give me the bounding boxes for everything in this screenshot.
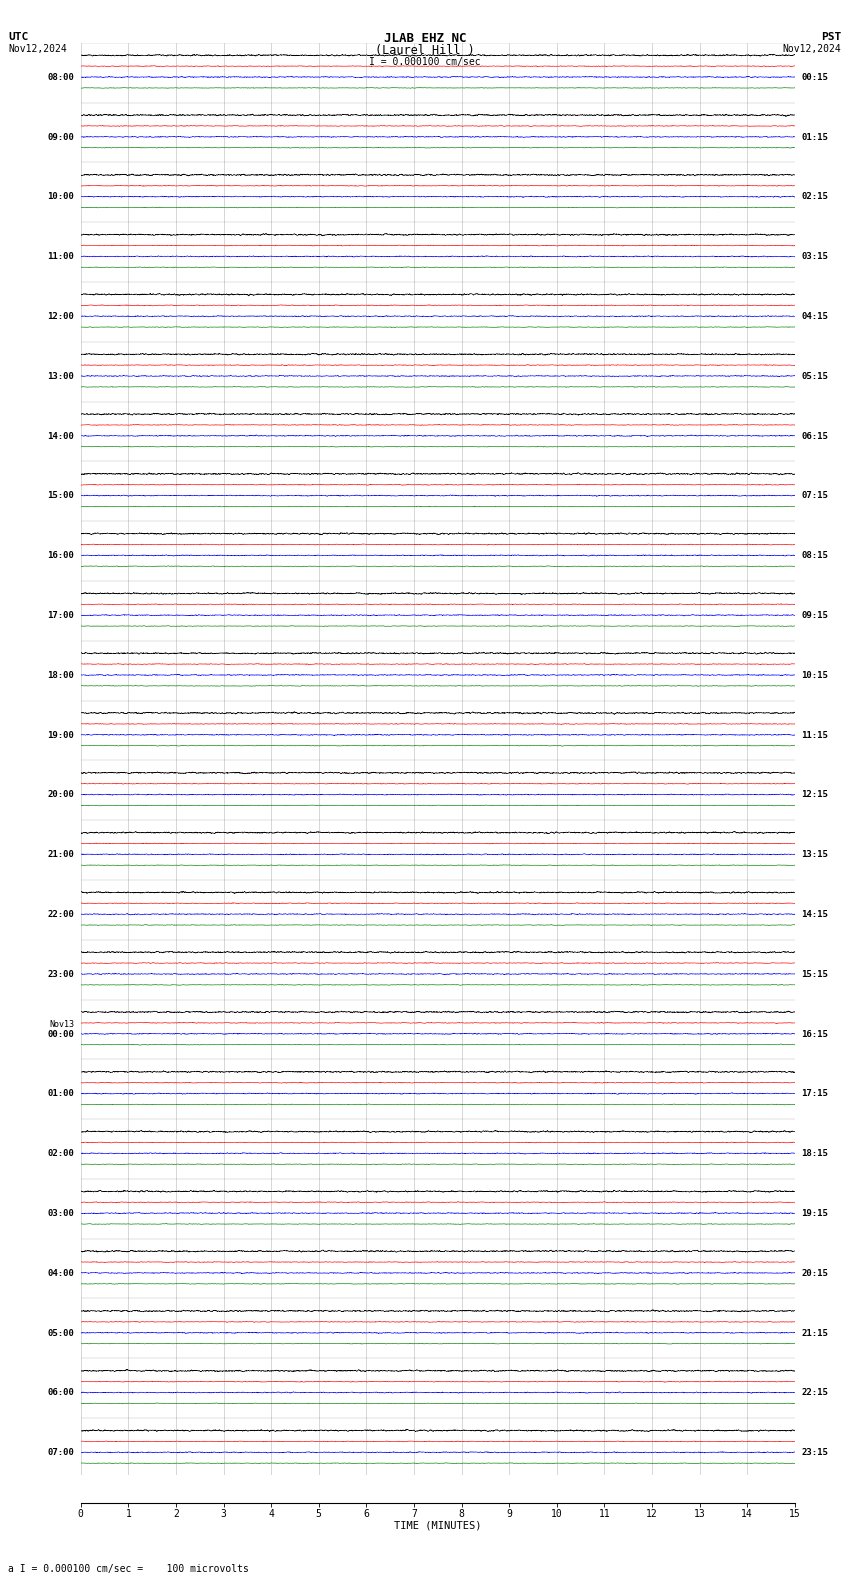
- Text: 13:15: 13:15: [802, 851, 829, 859]
- Text: 02:00: 02:00: [47, 1150, 74, 1158]
- Text: 05:00: 05:00: [47, 1329, 74, 1337]
- Text: 14:00: 14:00: [47, 431, 74, 440]
- Text: 11:00: 11:00: [47, 252, 74, 261]
- Text: 18:00: 18:00: [47, 672, 74, 680]
- Text: 22:15: 22:15: [802, 1388, 829, 1397]
- Text: Nov13: Nov13: [49, 1020, 74, 1030]
- Text: 21:00: 21:00: [47, 851, 74, 859]
- X-axis label: TIME (MINUTES): TIME (MINUTES): [394, 1521, 481, 1530]
- Text: 23:00: 23:00: [47, 969, 74, 979]
- Text: 19:15: 19:15: [802, 1209, 829, 1218]
- Text: 04:00: 04:00: [47, 1269, 74, 1278]
- Text: 22:00: 22:00: [47, 909, 74, 919]
- Text: 13:00: 13:00: [47, 372, 74, 380]
- Text: Nov12,2024: Nov12,2024: [8, 44, 67, 54]
- Text: 15:00: 15:00: [47, 491, 74, 501]
- Text: 16:15: 16:15: [802, 1030, 829, 1039]
- Text: 01:00: 01:00: [47, 1090, 74, 1098]
- Text: 08:15: 08:15: [802, 551, 829, 561]
- Text: 20:15: 20:15: [802, 1269, 829, 1278]
- Text: UTC: UTC: [8, 32, 29, 41]
- Text: 21:15: 21:15: [802, 1329, 829, 1337]
- Text: 05:15: 05:15: [802, 372, 829, 380]
- Text: 18:15: 18:15: [802, 1150, 829, 1158]
- Text: (Laurel Hill ): (Laurel Hill ): [375, 44, 475, 57]
- Text: 06:00: 06:00: [47, 1388, 74, 1397]
- Text: JLAB EHZ NC: JLAB EHZ NC: [383, 32, 467, 44]
- Text: 12:00: 12:00: [47, 312, 74, 322]
- Text: 00:15: 00:15: [802, 73, 829, 82]
- Text: 11:15: 11:15: [802, 730, 829, 740]
- Text: 07:00: 07:00: [47, 1448, 74, 1457]
- Text: 07:15: 07:15: [802, 491, 829, 501]
- Text: 19:00: 19:00: [47, 730, 74, 740]
- Text: Nov12,2024: Nov12,2024: [783, 44, 842, 54]
- Text: 08:00: 08:00: [47, 73, 74, 82]
- Text: 09:00: 09:00: [47, 133, 74, 141]
- Text: 17:15: 17:15: [802, 1090, 829, 1098]
- Text: 02:15: 02:15: [802, 193, 829, 201]
- Text: 17:00: 17:00: [47, 611, 74, 619]
- Text: PST: PST: [821, 32, 842, 41]
- Text: 16:00: 16:00: [47, 551, 74, 561]
- Text: 10:00: 10:00: [47, 193, 74, 201]
- Text: 06:15: 06:15: [802, 431, 829, 440]
- Text: 20:00: 20:00: [47, 790, 74, 800]
- Text: 03:15: 03:15: [802, 252, 829, 261]
- Text: 12:15: 12:15: [802, 790, 829, 800]
- Text: 01:15: 01:15: [802, 133, 829, 141]
- Text: 00:00: 00:00: [47, 1030, 74, 1039]
- Text: 04:15: 04:15: [802, 312, 829, 322]
- Text: 10:15: 10:15: [802, 672, 829, 680]
- Text: 15:15: 15:15: [802, 969, 829, 979]
- Text: 23:15: 23:15: [802, 1448, 829, 1457]
- Text: I = 0.000100 cm/sec: I = 0.000100 cm/sec: [369, 57, 481, 67]
- Text: 03:00: 03:00: [47, 1209, 74, 1218]
- Text: 09:15: 09:15: [802, 611, 829, 619]
- Text: a I = 0.000100 cm/sec =    100 microvolts: a I = 0.000100 cm/sec = 100 microvolts: [8, 1565, 249, 1574]
- Text: 14:15: 14:15: [802, 909, 829, 919]
